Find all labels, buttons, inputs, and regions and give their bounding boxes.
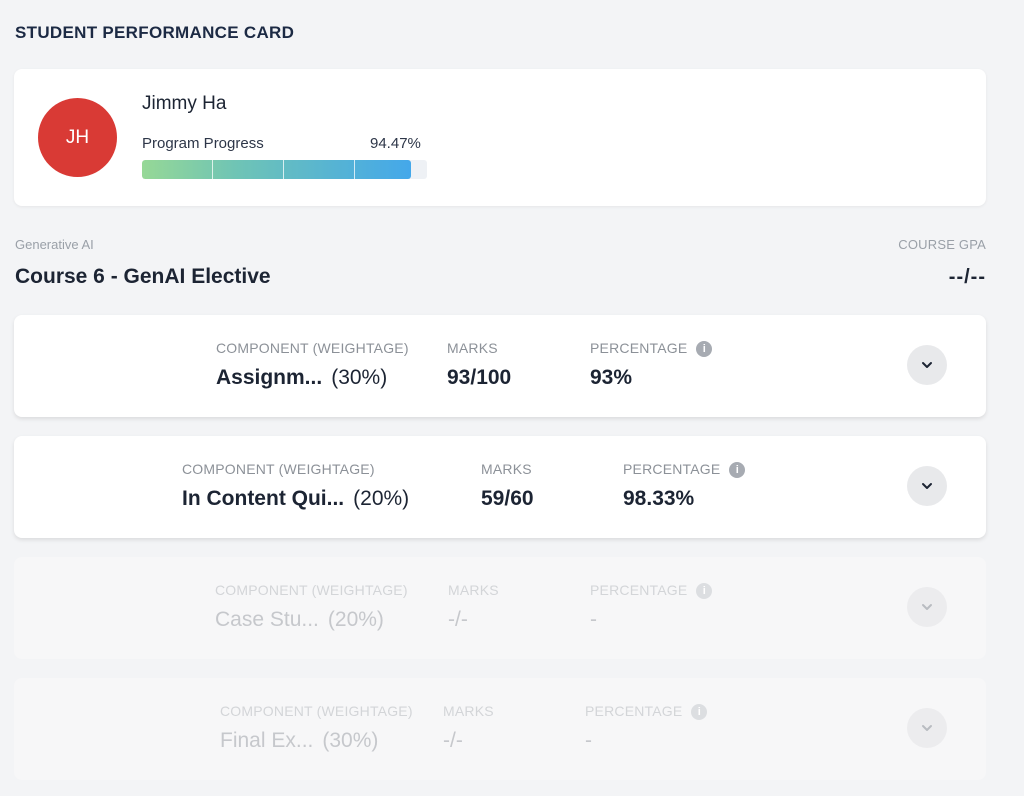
component-title: Case Stu...: [215, 608, 319, 631]
marks-value: -/-: [443, 729, 463, 752]
component-column-header: COMPONENT (WEIGHTAGE): [220, 703, 413, 719]
progress-value: 94.47%: [370, 135, 421, 152]
marks-value: 93/100: [447, 366, 512, 389]
page-title: STUDENT PERFORMANCE CARD: [15, 23, 295, 42]
expand-button[interactable]: [907, 587, 947, 627]
component-title: Assignm...: [216, 366, 323, 389]
chevron-down-icon: [922, 604, 932, 610]
percentage-value: 98.33%: [623, 487, 695, 510]
component-column-header: COMPONENT (WEIGHTAGE): [182, 461, 375, 477]
expand-button[interactable]: [907, 466, 947, 506]
component-weightage: (20%): [353, 487, 410, 510]
marks-value: -/-: [448, 608, 468, 631]
percentage-header-label: PERCENTAGE: [590, 340, 688, 356]
percentage-column-header: PERCENTAGE i: [623, 461, 746, 478]
progress-label: Program Progress: [142, 135, 264, 152]
component-column-header: COMPONENT (WEIGHTAGE): [216, 340, 409, 356]
percentage-value: -: [590, 608, 597, 631]
info-icon[interactable]: i: [729, 462, 746, 478]
component-marks: 93/100: [447, 366, 511, 390]
marks-value: 59/60: [481, 487, 534, 510]
component-marks: -/-: [448, 608, 468, 632]
marks-column-header: MARKS: [448, 582, 499, 598]
component-row[interactable]: COMPONENT (WEIGHTAGE) In Content Qui... (…: [14, 436, 986, 538]
marks-column-header: MARKS: [443, 703, 494, 719]
component-title: In Content Qui...: [182, 487, 345, 510]
component-name: In Content Qui... (20%): [182, 487, 409, 511]
percentage-column-header: PERCENTAGE i: [590, 340, 713, 357]
component-weightage: (30%): [331, 366, 388, 389]
component-percentage: 98.33%: [623, 487, 694, 511]
percentage-header-label: PERCENTAGE: [585, 703, 683, 719]
percentage-header-label: PERCENTAGE: [590, 582, 688, 598]
progress-segment-divider: [283, 160, 284, 179]
chevron-down-icon: [922, 362, 932, 368]
percentage-value: 93%: [590, 366, 633, 389]
program-progress-bar: [142, 160, 427, 179]
component-name: Case Stu... (20%): [215, 608, 384, 632]
component-name: Assignm... (30%): [216, 366, 387, 390]
component-row[interactable]: COMPONENT (WEIGHTAGE) Assignm... (30%) MA…: [14, 315, 986, 417]
component-column-header: COMPONENT (WEIGHTAGE): [215, 582, 408, 598]
component-marks: -/-: [443, 729, 463, 753]
info-icon[interactable]: i: [696, 341, 713, 357]
chevron-down-icon: [922, 725, 932, 731]
component-weightage: (20%): [327, 608, 384, 631]
component-weightage: (30%): [322, 729, 379, 752]
percentage-header-label: PERCENTAGE: [623, 461, 721, 477]
component-percentage: -: [590, 608, 597, 632]
chevron-down-icon: [922, 483, 932, 489]
course-title: Course 6 - GenAI Elective: [15, 265, 271, 288]
expand-button[interactable]: [907, 708, 947, 748]
avatar: JH: [38, 98, 117, 177]
student-name: Jimmy Ha: [142, 93, 227, 114]
student-profile-card: JH Jimmy Ha Program Progress 94.47%: [14, 69, 986, 206]
component-row[interactable]: COMPONENT (WEIGHTAGE) Final Ex... (30%) M…: [14, 678, 986, 780]
percentage-column-header: PERCENTAGE i: [585, 703, 708, 720]
component-row[interactable]: COMPONENT (WEIGHTAGE) Case Stu... (20%) M…: [14, 557, 986, 659]
course-category: Generative AI: [15, 237, 94, 252]
marks-column-header: MARKS: [447, 340, 498, 356]
progress-bar-fill: [142, 160, 412, 179]
percentage-value: -: [585, 729, 592, 752]
percentage-column-header: PERCENTAGE i: [590, 582, 713, 599]
info-icon[interactable]: i: [691, 704, 708, 720]
course-gpa-value: --/--: [948, 266, 986, 288]
marks-column-header: MARKS: [481, 461, 532, 477]
expand-button[interactable]: [907, 345, 947, 385]
progress-segment-divider: [354, 160, 355, 179]
progress-segment-divider: [212, 160, 213, 179]
course-gpa-label: COURSE GPA: [898, 237, 986, 252]
component-percentage: 93%: [590, 366, 632, 390]
info-icon[interactable]: i: [696, 583, 713, 599]
component-title: Final Ex...: [220, 729, 314, 752]
component-marks: 59/60: [481, 487, 534, 511]
component-percentage: -: [585, 729, 592, 753]
component-name: Final Ex... (30%): [220, 729, 378, 753]
